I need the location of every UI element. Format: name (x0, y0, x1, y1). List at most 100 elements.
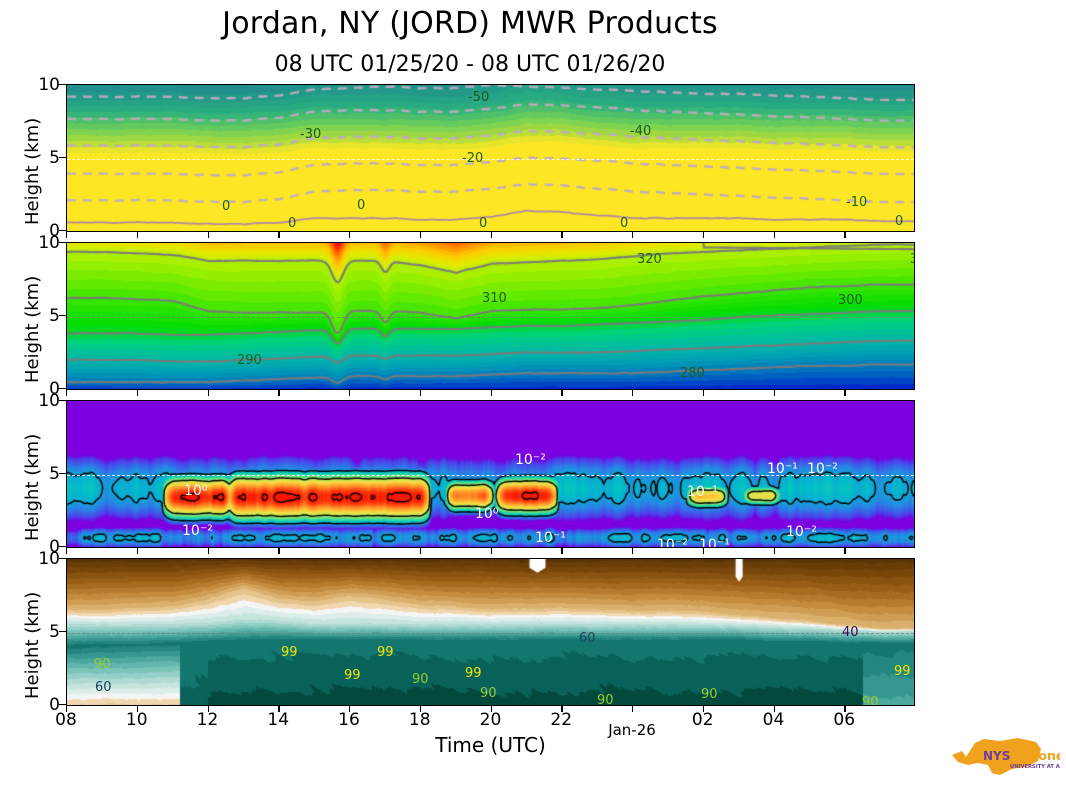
x-tick-mark (702, 232, 705, 238)
contour-label-k-330: 330 (910, 252, 914, 267)
contour-label-t-m20: -20 (462, 151, 484, 166)
x-tick-mark (207, 232, 209, 238)
x-tick-mark (207, 390, 209, 396)
x-tick-mark (844, 390, 846, 396)
y-axis-title-p2: Height (km) (22, 275, 43, 383)
temperature-plot-area: -50 -30 -40 -20 -10 0 0 0 0 0 0 (67, 85, 914, 231)
x-tick-label: 08 (55, 710, 77, 730)
contour-label-l-g: 10⁻² (657, 537, 688, 547)
x-tick-mark (490, 232, 492, 238)
contour-label-t-m40: -40 (630, 124, 652, 139)
x-tick-mark (632, 706, 634, 712)
five-km-guide-line (67, 475, 914, 476)
x-tick-mark (773, 390, 775, 396)
x-tick-mark (278, 706, 280, 712)
rh-plot-area: 40 60 60 90 90 90 90 90 90 99 99 99 99 9… (67, 559, 914, 705)
contour-label-rh-99-a: 99 (281, 645, 298, 660)
contour-label-l-b: 10⁻² (807, 461, 838, 477)
x-tick-mark (419, 706, 422, 712)
x-tick-label: 02 (691, 710, 714, 730)
contour-label-l-i: 10⁻² (786, 524, 817, 540)
x-tick-mark (349, 706, 351, 712)
five-km-guide-line (67, 317, 914, 318)
x-tick-mark (561, 232, 563, 238)
x-tick-label: 10 (125, 710, 148, 730)
panel-liquid: 10⁻² 10⁻² 10⁻¹ 10⁻¹ 10⁻² 10⁻¹ 10⁻² 10⁻¹ … (66, 400, 915, 548)
contour-label-l-e: 10⁻² (182, 523, 213, 539)
contour-label-t-zero-d: 0 (479, 216, 488, 231)
x-tick-label: 12 (196, 710, 219, 730)
x-tick-mark (136, 232, 139, 238)
y-tick-p1-10 (59, 84, 66, 86)
x-tick-mark (207, 706, 209, 712)
contour-label-rh-90-f: 90 (862, 695, 879, 705)
contour-label-rh-90-c: 90 (480, 686, 497, 701)
x-tick-mark (66, 232, 68, 238)
svg-text:Mesonet: Mesonet (1010, 748, 1060, 763)
nys-mesonet-logo: NYS Mesonet UNIVERSITY AT ALBANY (948, 735, 1066, 781)
x-tick-mark (632, 548, 634, 554)
x-tick-mark (844, 232, 846, 238)
x-tick-mark (419, 390, 422, 396)
contour-label-l-d: 10⁻¹ (687, 484, 718, 500)
svg-text:NYS: NYS (983, 749, 1010, 763)
x-tick-mark (66, 706, 68, 712)
x-tick-label: 18 (408, 710, 431, 730)
x-tick-mark (278, 390, 280, 396)
contour-label-rh-60-b: 60 (579, 631, 596, 646)
y-tick-p2-0 (59, 388, 66, 390)
x-tick-mark (561, 390, 563, 396)
y-label-p1-10: 10 (38, 75, 60, 95)
five-km-guide-line (67, 159, 914, 160)
y-tick-p3-10 (59, 400, 66, 402)
x-tick-mark (702, 706, 705, 712)
x-tick-mark (136, 706, 139, 712)
x-tick-mark (66, 390, 68, 396)
x-tick-label: 14 (267, 710, 290, 730)
x-tick-mark (773, 548, 775, 554)
five-km-guide-line (67, 633, 914, 634)
contour-label-l-c: 10⁻¹ (767, 461, 798, 477)
x-tick-mark (349, 390, 351, 396)
contour-label-rh-99-d: 99 (465, 666, 482, 681)
contour-label-rh-90-a: 90 (94, 657, 111, 672)
contour-label-l-k: 10⁰ (184, 483, 208, 499)
x-tick-mark (349, 232, 351, 238)
x-tick-label: 16 (338, 710, 360, 730)
y-axis-title-p3: Height (km) (22, 433, 43, 541)
x-tick-mark (844, 706, 846, 712)
x-tick-mark (561, 548, 563, 554)
contour-label-t-zero-c: 0 (357, 198, 366, 213)
x-tick-mark (207, 548, 209, 554)
theta-plot-area: 320 330 310 300 290 280 (67, 243, 914, 389)
contour-label-k-300: 300 (838, 293, 863, 308)
contour-label-l-h: 10⁻¹ (699, 537, 730, 547)
y-tick-p1-5 (59, 157, 66, 159)
contour-label-rh-99-b: 99 (377, 645, 394, 660)
x-tick-mark (490, 390, 492, 396)
y-label-p2-0: 0 (49, 379, 60, 399)
svg-text:UNIVERSITY AT ALBANY: UNIVERSITY AT ALBANY (1010, 764, 1060, 770)
liquid-plot-area: 10⁻² 10⁻² 10⁻¹ 10⁻¹ 10⁻² 10⁻¹ 10⁻² 10⁻¹ … (67, 401, 914, 547)
x-tick-label: Jan-26 (608, 721, 656, 739)
x-tick-mark (773, 706, 775, 712)
contour-label-t-m10: -10 (846, 195, 868, 210)
x-tick-label: 06 (833, 710, 856, 730)
y-tick-p2-10 (59, 242, 66, 244)
x-tick-label: 04 (762, 710, 785, 730)
y-tick-p3-0 (59, 546, 66, 548)
liquid-field (67, 401, 914, 547)
x-tick-mark (490, 548, 492, 554)
y-label-p4-10: 10 (38, 549, 60, 569)
contour-label-t-zero-e: 0 (620, 216, 629, 231)
x-tick-mark (773, 232, 775, 238)
contour-label-rh-99-e: 99 (894, 664, 911, 679)
x-tick-mark (419, 232, 422, 238)
contour-label-l-f: 10⁻¹ (535, 530, 566, 546)
y-tick-p1-0 (59, 230, 66, 232)
y-label-p4-0: 0 (49, 695, 60, 715)
x-tick-mark (136, 390, 139, 396)
x-tick-label: 22 (550, 710, 573, 730)
y-label-p3-0: 0 (49, 537, 60, 557)
contour-label-k-280: 280 (680, 366, 705, 381)
